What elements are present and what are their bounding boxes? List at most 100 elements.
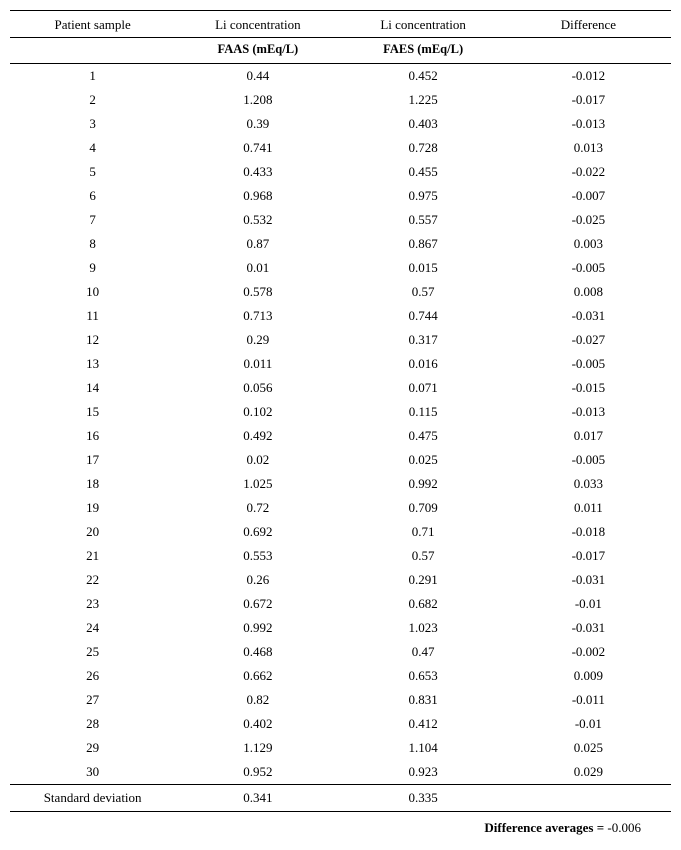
table-cell: -0.013 xyxy=(506,112,671,136)
col-header-faas: Li concentration xyxy=(175,11,340,38)
table-cell: 9 xyxy=(10,256,175,280)
table-cell: 12 xyxy=(10,328,175,352)
table-cell: -0.01 xyxy=(506,712,671,736)
table-row: 60.9680.975-0.007 xyxy=(10,184,671,208)
table-row: 200.6920.71-0.018 xyxy=(10,520,671,544)
table-row: 150.1020.115-0.013 xyxy=(10,400,671,424)
table-row: 291.1291.1040.025 xyxy=(10,736,671,760)
table-cell: -0.01 xyxy=(506,592,671,616)
table-cell: 0.26 xyxy=(175,568,340,592)
table-header: Patient sample Li concentration Li conce… xyxy=(10,11,671,64)
table-cell: -0.012 xyxy=(506,64,671,89)
table-cell: 0.975 xyxy=(341,184,506,208)
col-subheader-patient xyxy=(10,38,175,64)
table-cell: 0.682 xyxy=(341,592,506,616)
table-cell: 0.831 xyxy=(341,688,506,712)
table-row: 270.820.831-0.011 xyxy=(10,688,671,712)
table-cell: 0.87 xyxy=(175,232,340,256)
table-row: 50.4330.455-0.022 xyxy=(10,160,671,184)
table-cell: 0.82 xyxy=(175,688,340,712)
table-cell: 20 xyxy=(10,520,175,544)
table-cell: 0.713 xyxy=(175,304,340,328)
table-row: 160.4920.4750.017 xyxy=(10,424,671,448)
table-cell: 11 xyxy=(10,304,175,328)
table-cell: -0.025 xyxy=(506,208,671,232)
table-cell: 0.115 xyxy=(341,400,506,424)
table-cell: 0.557 xyxy=(341,208,506,232)
table-row: 10.440.452-0.012 xyxy=(10,64,671,89)
table-cell: 0.015 xyxy=(341,256,506,280)
col-header-diff: Difference xyxy=(506,11,671,38)
table-cell: 0.402 xyxy=(175,712,340,736)
table-row: 120.290.317-0.027 xyxy=(10,328,671,352)
table-cell: 22 xyxy=(10,568,175,592)
table-cell: 0.033 xyxy=(506,472,671,496)
table-cell: 23 xyxy=(10,592,175,616)
table-cell: 1.025 xyxy=(175,472,340,496)
table-cell: 0.728 xyxy=(341,136,506,160)
table-cell: -0.027 xyxy=(506,328,671,352)
summary-cell: 0.335 xyxy=(341,785,506,812)
table-cell: 16 xyxy=(10,424,175,448)
table-cell: 1.225 xyxy=(341,88,506,112)
table-cell: 28 xyxy=(10,712,175,736)
col-subheader-faes: FAES (mEq/L) xyxy=(341,38,506,64)
table-row: 300.9520.9230.029 xyxy=(10,760,671,785)
table-cell: -0.017 xyxy=(506,544,671,568)
table-cell: 1 xyxy=(10,64,175,89)
table-row: 21.2081.225-0.017 xyxy=(10,88,671,112)
summary-cell: Standard deviation xyxy=(10,785,175,812)
table-row: 110.7130.744-0.031 xyxy=(10,304,671,328)
table-cell: 0.532 xyxy=(175,208,340,232)
summary-cell: 0.341 xyxy=(175,785,340,812)
footer-label: Difference averages xyxy=(484,820,593,835)
table-cell: 18 xyxy=(10,472,175,496)
table-row: 80.870.8670.003 xyxy=(10,232,671,256)
table-cell: 0.672 xyxy=(175,592,340,616)
table-cell: 3 xyxy=(10,112,175,136)
table-cell: 0.29 xyxy=(175,328,340,352)
table-cell: 2 xyxy=(10,88,175,112)
table-cell: 0.47 xyxy=(341,640,506,664)
table-cell: 0.692 xyxy=(175,520,340,544)
table-row: 230.6720.682-0.01 xyxy=(10,592,671,616)
table-cell: 0.025 xyxy=(341,448,506,472)
table-cell: 25 xyxy=(10,640,175,664)
table-cell: 0.71 xyxy=(341,520,506,544)
table-cell: -0.015 xyxy=(506,376,671,400)
table-cell: -0.031 xyxy=(506,304,671,328)
table-cell: 0.011 xyxy=(175,352,340,376)
table-cell: 15 xyxy=(10,400,175,424)
table-cell: 13 xyxy=(10,352,175,376)
table-cell: -0.031 xyxy=(506,568,671,592)
table-cell: 0.013 xyxy=(506,136,671,160)
summary-row: Standard deviation0.3410.335 xyxy=(10,785,671,812)
table-cell: 0.44 xyxy=(175,64,340,89)
table-cell: 0.57 xyxy=(341,544,506,568)
table-cell: 1.208 xyxy=(175,88,340,112)
table-cell: 0.468 xyxy=(175,640,340,664)
table-cell: 0.72 xyxy=(175,496,340,520)
table-cell: 0.968 xyxy=(175,184,340,208)
table-cell: 0.003 xyxy=(506,232,671,256)
table-row: 220.260.291-0.031 xyxy=(10,568,671,592)
table-cell: 0.452 xyxy=(341,64,506,89)
table-cell: 1.023 xyxy=(341,616,506,640)
table-row: 280.4020.412-0.01 xyxy=(10,712,671,736)
table-cell: 0.008 xyxy=(506,280,671,304)
table-cell: 0.492 xyxy=(175,424,340,448)
table-row: 90.010.015-0.005 xyxy=(10,256,671,280)
table-row: 250.4680.47-0.002 xyxy=(10,640,671,664)
table-cell: 26 xyxy=(10,664,175,688)
table-row: 240.9921.023-0.031 xyxy=(10,616,671,640)
table-cell: 0.011 xyxy=(506,496,671,520)
table-cell: 0.016 xyxy=(341,352,506,376)
table-cell: 0.992 xyxy=(175,616,340,640)
table-cell: 0.102 xyxy=(175,400,340,424)
table-cell: 10 xyxy=(10,280,175,304)
summary-cell xyxy=(506,785,671,812)
table-cell: -0.005 xyxy=(506,448,671,472)
table-cell: -0.011 xyxy=(506,688,671,712)
footer-note: Difference averages = -0.006 xyxy=(10,812,671,840)
table-cell: 0.017 xyxy=(506,424,671,448)
